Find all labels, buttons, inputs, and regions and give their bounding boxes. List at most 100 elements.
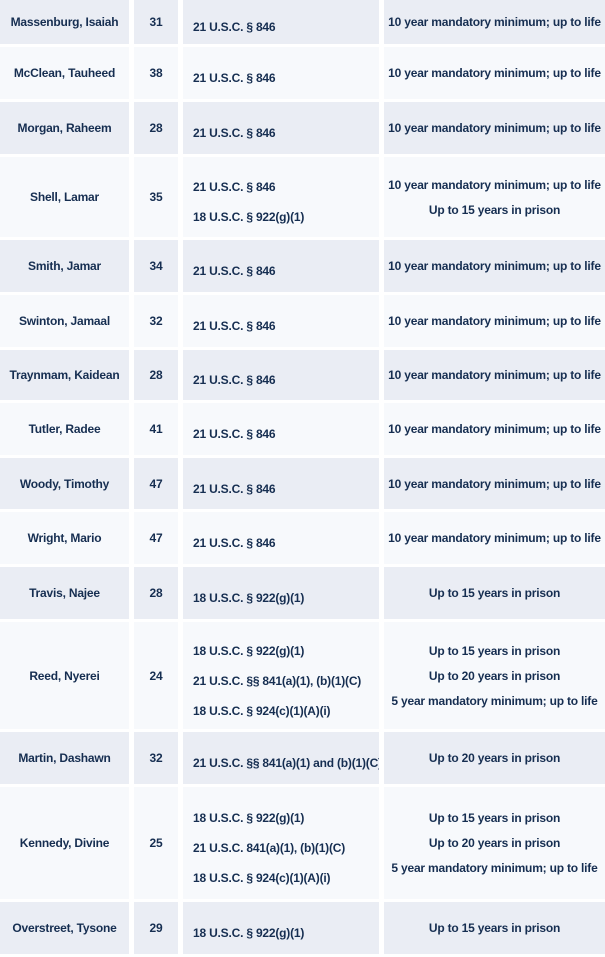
charge-citation: 21 U.S.C. § 846	[193, 180, 276, 194]
table-row: Martin, Dashawn 32 21 U.S.C. §§ 841(a)(1…	[0, 732, 605, 784]
penalty-text: 10 year mandatory minimum; up to life	[388, 476, 601, 491]
charges-cell: 18 U.S.C. § 922(g)(1) 21 U.S.C. 841(a)(1…	[183, 787, 379, 899]
defendant-age-cell: 32	[134, 732, 178, 784]
defendant-name-cell: Smith, Jamar	[0, 240, 129, 292]
charges-cell: 18 U.S.C. § 922(g)(1) 21 U.S.C. §§ 841(a…	[183, 622, 379, 729]
defendant-age-cell: 25	[134, 787, 178, 899]
penalty-text: 5 year mandatory minimum; up to life	[391, 693, 598, 708]
defendant-age-cell: 24	[134, 622, 178, 729]
penalty-text: 10 year mandatory minimum; up to life	[388, 121, 601, 135]
defendant-age-cell: 32	[134, 295, 178, 347]
defendant-age-cell: 29	[134, 902, 178, 954]
defendant-age-cell: 41	[134, 403, 178, 455]
charge-citation: 21 U.S.C. § 846	[193, 427, 276, 441]
charge-citation: 21 U.S.C. 841(a)(1), (b)(1)(C)	[193, 841, 346, 855]
defendant-name-cell: Overstreet, Tysone	[0, 902, 129, 954]
charges-cell: 21 U.S.C. § 846	[183, 350, 379, 400]
charges-cell: 21 U.S.C. § 846	[183, 295, 379, 347]
charge-citation: 21 U.S.C. § 846	[193, 373, 276, 387]
defendant-age-cell: 28	[134, 350, 178, 400]
charges-cell: 21 U.S.C. § 846	[183, 47, 379, 99]
defendant-age-cell: 28	[134, 567, 178, 619]
defendant-age-cell: 38	[134, 47, 178, 99]
table-row: Woody, Timothy 47 21 U.S.C. § 846 10 yea…	[0, 458, 605, 509]
charges-cell: 21 U.S.C. § 846	[183, 512, 379, 564]
defendant-name-cell: Kennedy, Divine	[0, 787, 129, 899]
table-row: Morgan, Raheem 28 21 U.S.C. § 846 10 yea…	[0, 102, 605, 154]
penalty-cell: 10 year mandatory minimum; up to life Up…	[384, 157, 605, 237]
charge-citation: 18 U.S.C. § 924(c)(1)(A)(i)	[193, 871, 331, 885]
penalty-cell: 10 year mandatory minimum; up to life	[384, 47, 605, 99]
defendant-name-cell: Woody, Timothy	[0, 458, 129, 509]
penalty-cell: 10 year mandatory minimum; up to life	[384, 102, 605, 154]
defendant-age-cell: 35	[134, 157, 178, 237]
table-row: McClean, Tauheed 38 21 U.S.C. § 846 10 y…	[0, 47, 605, 99]
penalty-cell: 10 year mandatory minimum; up to life	[384, 512, 605, 564]
table-row: Massenburg, Isaiah 31 21 U.S.C. § 846 10…	[0, 0, 605, 44]
penalty-text: Up to 20 years in prison	[428, 668, 561, 683]
defendant-age-cell: 47	[134, 458, 178, 509]
defendant-name-cell: Shell, Lamar	[0, 157, 129, 237]
charges-cell: 21 U.S.C. §§ 841(a)(1) and (b)(1)(C)	[183, 732, 379, 784]
penalty-cell: 10 year mandatory minimum; up to life	[384, 350, 605, 400]
penalty-cell: 10 year mandatory minimum; up to life	[384, 240, 605, 292]
charges-cell: 18 U.S.C. § 922(g)(1)	[183, 902, 379, 954]
charge-citation: 21 U.S.C. § 846	[193, 71, 276, 85]
defendant-name-cell: Reed, Nyerei	[0, 622, 129, 729]
defendant-name-cell: Morgan, Raheem	[0, 102, 129, 154]
defendant-name-cell: Swinton, Jamaal	[0, 295, 129, 347]
charges-cell: 21 U.S.C. § 846	[183, 102, 379, 154]
penalty-cell: Up to 15 years in prison	[384, 902, 605, 954]
penalty-cell: 10 year mandatory minimum; up to life	[384, 0, 605, 44]
charges-cell: 21 U.S.C. § 846	[183, 240, 379, 292]
defendant-name-cell: Wright, Mario	[0, 512, 129, 564]
charges-cell: 18 U.S.C. § 922(g)(1)	[183, 567, 379, 619]
charge-citation: 18 U.S.C. § 924(c)(1)(A)(i)	[193, 703, 331, 718]
penalty-text: 10 year mandatory minimum; up to life	[388, 66, 601, 80]
table-row: Shell, Lamar 35 21 U.S.C. § 846 18 U.S.C…	[0, 157, 605, 237]
penalty-text: 10 year mandatory minimum; up to life	[388, 259, 601, 273]
table-row: Travis, Najee 28 18 U.S.C. § 922(g)(1) U…	[0, 567, 605, 619]
charge-citation: 18 U.S.C. § 922(g)(1)	[193, 643, 305, 658]
table-row: Reed, Nyerei 24 18 U.S.C. § 922(g)(1) 21…	[0, 622, 605, 729]
penalty-text: Up to 15 years in prison	[428, 811, 561, 825]
table-row: Wright, Mario 47 21 U.S.C. § 846 10 year…	[0, 512, 605, 564]
charges-cell: 21 U.S.C. § 846 18 U.S.C. § 922(g)(1)	[183, 157, 379, 237]
defendant-age-cell: 34	[134, 240, 178, 292]
charge-citation: 21 U.S.C. §§ 841(a)(1), (b)(1)(C)	[193, 673, 362, 688]
charge-citation: 21 U.S.C. § 846	[193, 264, 276, 278]
defendant-age-cell: 28	[134, 102, 178, 154]
penalty-text: Up to 15 years in prison	[428, 586, 561, 600]
defendant-name-cell: Massenburg, Isaiah	[0, 0, 129, 44]
penalty-text: Up to 20 years in prison	[428, 836, 561, 850]
charges-cell: 21 U.S.C. § 846	[183, 403, 379, 455]
charge-citation: 21 U.S.C. §§ 841(a)(1) and (b)(1)(C)	[193, 756, 379, 770]
penalty-text: 10 year mandatory minimum; up to life	[388, 177, 601, 192]
defendant-age-cell: 31	[134, 0, 178, 44]
charge-citation: 18 U.S.C. § 922(g)(1)	[193, 591, 305, 605]
table-row: Smith, Jamar 34 21 U.S.C. § 846 10 year …	[0, 240, 605, 292]
charge-citation: 18 U.S.C. § 922(g)(1)	[193, 926, 305, 940]
charge-citation: 21 U.S.C. § 846	[193, 126, 276, 140]
penalty-text: Up to 15 years in prison	[428, 643, 561, 658]
table-row: Overstreet, Tysone 29 18 U.S.C. § 922(g)…	[0, 902, 605, 954]
penalty-text: Up to 15 years in prison	[428, 921, 561, 935]
table-row: Kennedy, Divine 25 18 U.S.C. § 922(g)(1)…	[0, 787, 605, 899]
defendant-name-cell: Traynmam, Kaidean	[0, 350, 129, 400]
charges-cell: 21 U.S.C. § 846	[183, 458, 379, 509]
penalty-text: 10 year mandatory minimum; up to life	[388, 422, 601, 436]
charge-citation: 21 U.S.C. § 846	[193, 20, 276, 34]
penalty-cell: 10 year mandatory minimum; up to life	[384, 295, 605, 347]
charges-cell: 21 U.S.C. § 846	[183, 0, 379, 44]
defendant-name-cell: Tutler, Radee	[0, 403, 129, 455]
penalty-cell: Up to 15 years in prison	[384, 567, 605, 619]
defendant-name-cell: Travis, Najee	[0, 567, 129, 619]
charge-citation: 21 U.S.C. § 846	[193, 481, 276, 496]
penalty-cell: Up to 15 years in prison Up to 20 years …	[384, 787, 605, 899]
charge-citation: 18 U.S.C. § 922(g)(1)	[193, 811, 305, 825]
penalty-cell: 10 year mandatory minimum; up to life	[384, 403, 605, 455]
defendant-age-cell: 47	[134, 512, 178, 564]
penalty-cell: Up to 15 years in prison Up to 20 years …	[384, 622, 605, 729]
table-row: Traynmam, Kaidean 28 21 U.S.C. § 846 10 …	[0, 350, 605, 400]
